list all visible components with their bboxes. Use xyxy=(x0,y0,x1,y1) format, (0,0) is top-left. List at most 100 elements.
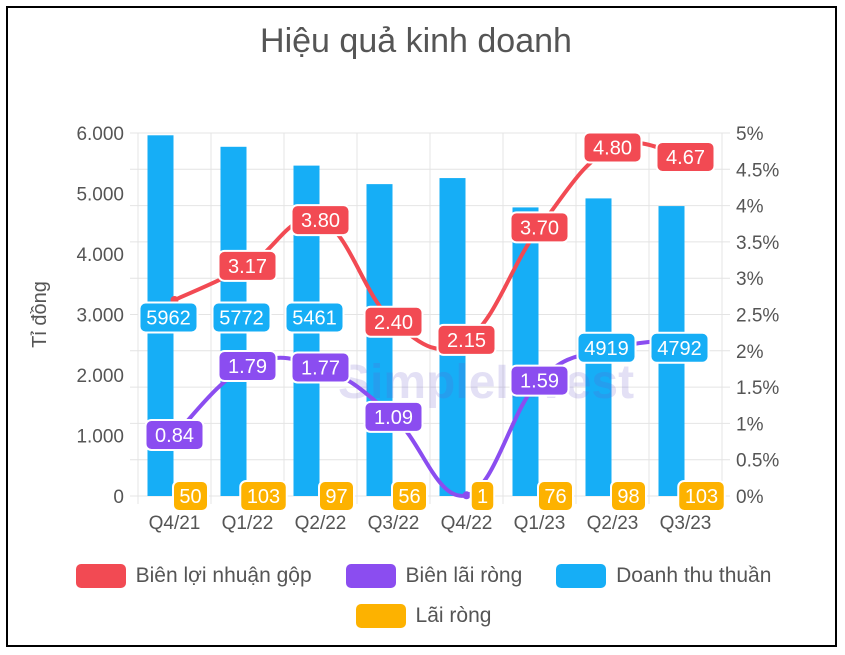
x-tick-label: Q1/22 xyxy=(222,513,274,534)
data-label-text: 103 xyxy=(247,486,280,508)
legend-label: Doanh thu thuần xyxy=(616,564,772,587)
data-label: 1 xyxy=(469,480,496,512)
y-tick-label: 5.000 xyxy=(76,185,124,206)
data-label-text: 103 xyxy=(685,486,718,508)
legend-label: Biên lãi ròng xyxy=(405,564,523,587)
data-label-text: 3.17 xyxy=(228,256,267,278)
y-tick-label: 4.000 xyxy=(76,245,124,266)
data-label: 5772 xyxy=(211,301,272,334)
data-label-text: 56 xyxy=(398,486,420,508)
legend-row-2: Lãi ròng xyxy=(8,604,839,634)
x-tick-label: Q3/22 xyxy=(368,513,420,534)
data-label: 1.77 xyxy=(290,351,351,384)
data-label: 5461 xyxy=(284,301,345,334)
x-tick-label: Q3/23 xyxy=(660,513,712,534)
line-point xyxy=(462,491,471,500)
data-label-text: 1.59 xyxy=(520,371,559,393)
legend-item-net-profit[interactable]: Lãi ròng xyxy=(355,604,492,628)
x-tick-label: Q4/22 xyxy=(441,513,493,534)
data-label-text: 4.67 xyxy=(666,147,705,169)
data-label-text: 50 xyxy=(179,486,201,508)
data-label-text: 98 xyxy=(617,486,639,508)
y2-tick-label: 4.5% xyxy=(736,160,779,181)
data-labels: 5962 5772 5461 4919 4792 50 103 97 56 1 76 98 103 3.1… xyxy=(138,131,726,512)
data-label-text: 3.70 xyxy=(520,217,559,239)
data-label-text: 2.15 xyxy=(447,330,486,352)
data-label-text: 97 xyxy=(325,486,347,508)
x-tick-label: Q1/23 xyxy=(514,513,566,534)
data-label-text: 0.84 xyxy=(155,425,194,447)
legend-label: Lãi ròng xyxy=(415,604,492,627)
watermark: SimpleInvest xyxy=(338,356,634,409)
data-label: 0.84 xyxy=(144,419,205,452)
data-label: 4792 xyxy=(649,331,710,364)
data-label-text: 5962 xyxy=(146,308,191,330)
data-label-text: 4919 xyxy=(584,338,629,360)
data-label-text: 1.77 xyxy=(301,357,340,379)
y-tick-label: 3.000 xyxy=(76,306,124,327)
legend-item-revenue[interactable]: Doanh thu thuần xyxy=(556,564,771,588)
y2-tick-label: 1.5% xyxy=(736,378,779,399)
data-label: 98 xyxy=(610,480,647,512)
data-label: 50 xyxy=(172,480,209,512)
data-label-text: 1 xyxy=(477,486,488,508)
data-label-text: 3.80 xyxy=(301,210,340,232)
data-label: 2.15 xyxy=(436,323,497,356)
legend-item-gross-margin[interactable]: Biên lợi nhuận gộp xyxy=(75,564,312,588)
data-label: 3.17 xyxy=(217,249,278,282)
watermark-text: SimpleInvest xyxy=(338,356,634,409)
y2-tick-label: 5% xyxy=(736,124,764,145)
y2-tick-label: 3.5% xyxy=(736,233,779,254)
y-tick-label: 1.000 xyxy=(76,427,124,448)
y2-tick-label: 0% xyxy=(736,487,764,508)
data-label: 3.80 xyxy=(290,204,351,237)
y2-tick-label: 2.5% xyxy=(736,306,779,327)
y-axis-title: Tỉ đồng xyxy=(29,281,51,348)
legend-swatch xyxy=(355,604,406,628)
data-label: 103 xyxy=(677,480,726,512)
data-label-text: 5461 xyxy=(292,308,337,330)
data-label: 3.70 xyxy=(509,211,570,244)
data-label-text: 1.79 xyxy=(228,356,267,378)
chart-title: Hiệu quả kinh doanh xyxy=(260,22,572,60)
y2-tick-label: 2% xyxy=(736,342,764,363)
y-tick-label: 2.000 xyxy=(76,366,124,387)
y2-tick-label: 1% xyxy=(736,414,764,435)
data-label: 5962 xyxy=(138,301,199,334)
legend-row-1: Biên lợi nhuận gộp Biên lãi ròng Doanh t… xyxy=(8,564,839,594)
bar xyxy=(512,207,539,497)
legend-swatch xyxy=(556,564,607,588)
chart-frame: Hiệu quả kinh doanh SimpleInvest 5962 577… xyxy=(6,6,837,647)
y2-tick-label: 4% xyxy=(736,197,764,218)
y-tick-label: 0 xyxy=(113,487,124,508)
data-label: 103 xyxy=(239,480,288,512)
y2-tick-label: 0.5% xyxy=(736,451,779,472)
data-label: 97 xyxy=(318,480,355,512)
axes: 0% 0.5% 1% 1.5% 2% 2.5% 3% 3.5% 4% 4.5% 5% 0 1.000 2.… xyxy=(29,124,779,534)
x-tick-label: Q2/22 xyxy=(295,513,347,534)
data-label-text: 4.80 xyxy=(593,138,632,160)
data-label-text: 4792 xyxy=(657,338,702,360)
y2-tick-label: 3% xyxy=(736,269,764,290)
data-label: 1.79 xyxy=(217,350,278,383)
data-label-text: 5772 xyxy=(219,308,264,330)
data-label: 76 xyxy=(537,480,574,512)
bar xyxy=(366,184,393,496)
data-label: 1.09 xyxy=(363,400,424,433)
data-label: 4.67 xyxy=(655,140,716,173)
data-label: 1.59 xyxy=(509,364,570,397)
legend-swatch xyxy=(75,564,126,588)
x-tick-label: Q4/21 xyxy=(149,513,201,534)
chart-canvas: SimpleInvest 5962 5772 5461 4919 4792 50 103 97… xyxy=(29,124,779,534)
data-label-text: 1.09 xyxy=(374,407,413,429)
legend-item-net-margin[interactable]: Biên lãi ròng xyxy=(345,564,523,588)
data-label-text: 2.40 xyxy=(374,312,413,334)
x-tick-label: Q2/23 xyxy=(587,513,639,534)
data-label-text: 76 xyxy=(544,486,566,508)
y-tick-label: 6.000 xyxy=(76,124,124,145)
legend-swatch xyxy=(345,564,396,588)
data-label: 56 xyxy=(391,480,428,512)
legend-label: Biên lợi nhuận gộp xyxy=(135,564,312,587)
data-label: 2.40 xyxy=(363,305,424,338)
data-label: 4919 xyxy=(576,331,637,364)
